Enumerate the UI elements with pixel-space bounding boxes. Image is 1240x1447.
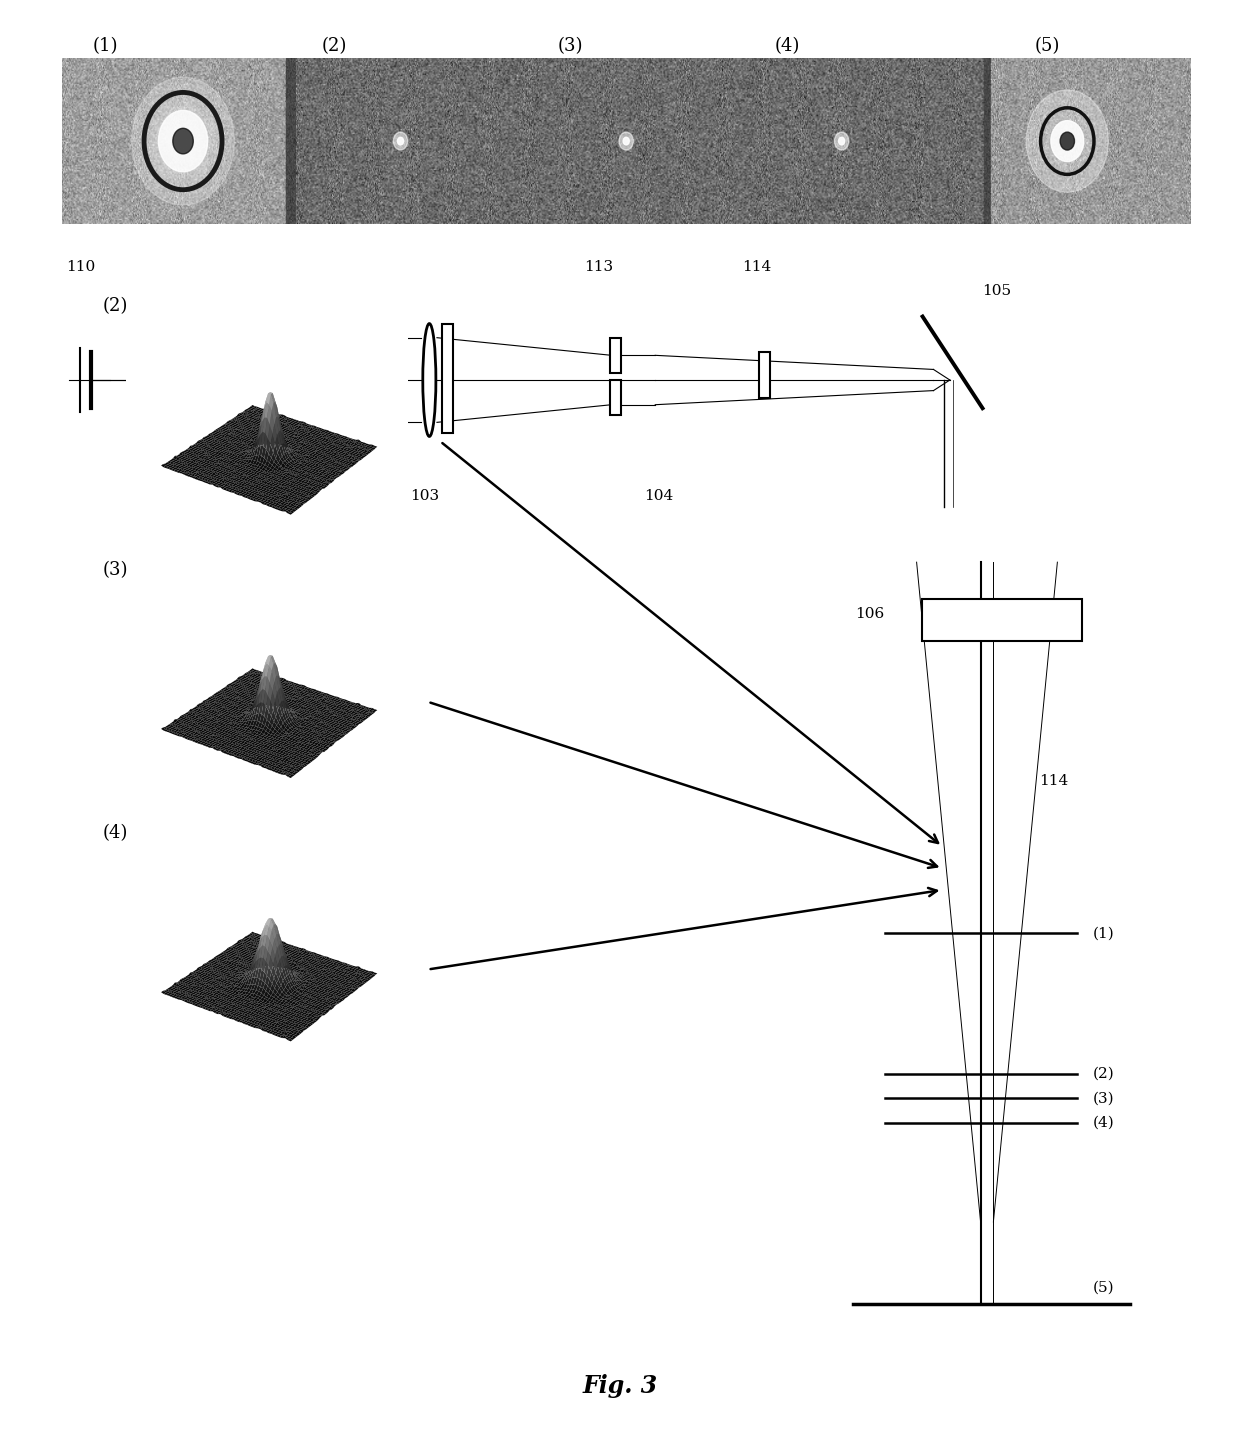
Bar bbox=[610, 337, 621, 373]
Text: 103: 103 bbox=[409, 489, 439, 504]
Text: 104: 104 bbox=[645, 489, 673, 504]
Circle shape bbox=[131, 77, 234, 205]
Text: (2): (2) bbox=[1092, 1066, 1115, 1081]
Text: (4): (4) bbox=[103, 823, 128, 842]
Text: (1): (1) bbox=[93, 38, 118, 55]
Circle shape bbox=[172, 127, 195, 155]
Ellipse shape bbox=[423, 324, 436, 437]
Text: 110: 110 bbox=[66, 259, 95, 273]
Text: (4): (4) bbox=[1092, 1116, 1115, 1130]
Circle shape bbox=[172, 129, 193, 153]
Text: (5): (5) bbox=[1035, 38, 1060, 55]
Circle shape bbox=[1050, 120, 1084, 162]
Text: 114: 114 bbox=[1039, 774, 1069, 787]
Circle shape bbox=[838, 137, 844, 145]
Circle shape bbox=[180, 137, 186, 145]
Ellipse shape bbox=[213, 331, 224, 430]
Text: 101: 101 bbox=[197, 489, 226, 504]
Circle shape bbox=[1060, 132, 1075, 150]
Circle shape bbox=[624, 137, 629, 145]
Text: (3): (3) bbox=[558, 38, 583, 55]
Circle shape bbox=[1027, 90, 1109, 192]
Text: (3): (3) bbox=[103, 560, 129, 579]
Circle shape bbox=[176, 132, 190, 150]
Bar bbox=[610, 381, 621, 415]
Text: 112: 112 bbox=[303, 259, 332, 273]
Circle shape bbox=[182, 140, 184, 142]
Bar bbox=[923, 599, 1081, 641]
Bar bbox=[315, 324, 329, 433]
Text: (3): (3) bbox=[1092, 1091, 1115, 1106]
Text: 114: 114 bbox=[743, 259, 771, 273]
Circle shape bbox=[174, 130, 192, 152]
Text: 105: 105 bbox=[982, 285, 1012, 298]
Bar bbox=[443, 324, 454, 433]
Text: 102: 102 bbox=[300, 489, 330, 504]
Text: 111: 111 bbox=[200, 259, 229, 273]
Circle shape bbox=[393, 132, 408, 150]
Text: (2): (2) bbox=[322, 38, 347, 55]
Circle shape bbox=[835, 132, 849, 150]
Circle shape bbox=[177, 135, 188, 148]
Circle shape bbox=[159, 110, 207, 172]
Text: (4): (4) bbox=[775, 38, 800, 55]
Circle shape bbox=[619, 132, 634, 150]
Text: 106: 106 bbox=[856, 608, 884, 621]
Text: (1): (1) bbox=[1092, 926, 1115, 941]
Text: 113: 113 bbox=[584, 259, 614, 273]
Text: Fig. 3: Fig. 3 bbox=[583, 1375, 657, 1398]
Text: (5): (5) bbox=[1092, 1281, 1115, 1295]
Bar bbox=[759, 352, 770, 398]
Text: (2): (2) bbox=[103, 297, 128, 315]
Circle shape bbox=[398, 137, 403, 145]
